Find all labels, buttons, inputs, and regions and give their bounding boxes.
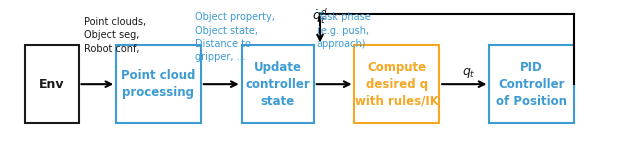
Text: Object property,
Object state,
Distance to
gripper, ...: Object property, Object state, Distance … (195, 13, 275, 62)
Text: PID
Controller
of Position: PID Controller of Position (496, 61, 567, 108)
FancyBboxPatch shape (490, 45, 574, 123)
Text: Compute
desired q
with rules/IK: Compute desired q with rules/IK (355, 61, 439, 108)
Text: Point clouds,
Object seg,
Robot conf,: Point clouds, Object seg, Robot conf, (84, 17, 146, 54)
Text: Update
controller
state: Update controller state (245, 61, 310, 108)
Text: Point cloud
processing: Point cloud processing (122, 69, 196, 99)
FancyBboxPatch shape (355, 45, 439, 123)
Text: Env: Env (39, 78, 65, 91)
Text: $\dot{q}_t^d$: $\dot{q}_t^d$ (312, 6, 328, 26)
Text: $q_t$: $q_t$ (461, 66, 476, 80)
Text: Task phase
(e.g. push,
approach): Task phase (e.g. push, approach) (317, 13, 371, 49)
FancyBboxPatch shape (116, 45, 201, 123)
FancyBboxPatch shape (242, 45, 314, 123)
FancyBboxPatch shape (25, 45, 79, 123)
